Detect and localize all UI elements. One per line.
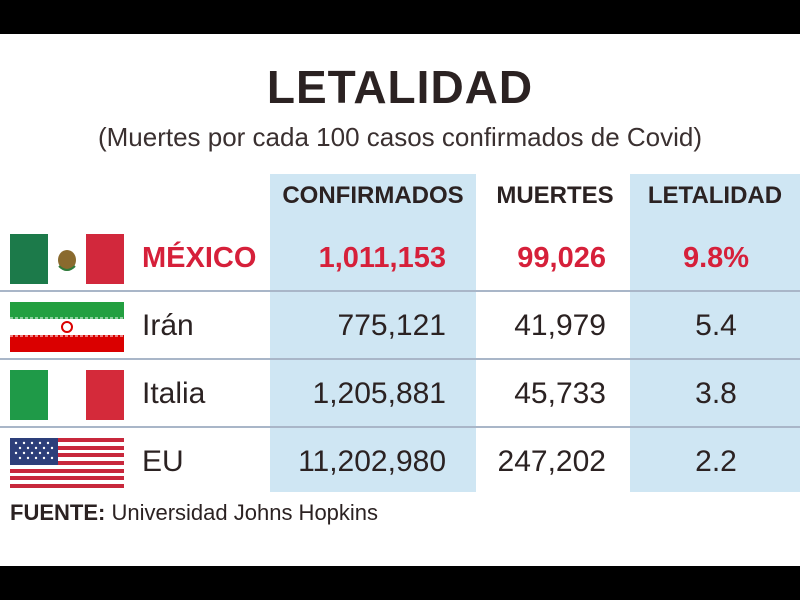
usa-flag-icon [10,438,124,488]
source-text: Universidad Johns Hopkins [111,500,379,525]
mexico-flag-icon [10,234,124,284]
confirmados-value: 1,205,881 [312,377,446,410]
confirmados-column-band [270,174,476,492]
infographic-panel: LETALIDAD (Muertes por cada 100 casos co… [0,34,800,566]
page-subtitle: (Muertes por cada 100 casos confirmados … [97,122,703,152]
header-letalidad: LETALIDAD [647,182,783,209]
country-name: Italia [142,377,206,410]
country-name: MÉXICO [142,242,257,274]
letalidad-column-band [630,174,800,492]
letalidad-value: 3.8 [695,377,737,410]
row-divider [0,426,800,428]
source-label: FUENTE: [10,500,106,525]
iran-flag-icon [10,302,124,352]
country-name: Irán [142,309,194,342]
letalidad-value: 2.2 [695,445,737,478]
country-name: EU [142,445,184,478]
table-row-mexico: MÉXICO 1,011,153 99,026 9.8% [0,226,800,290]
confirmados-value: 11,202,980 [298,445,446,478]
letalidad-value: 5.4 [695,309,737,342]
header-confirmados: CONFIRMADOS [282,182,464,209]
header-muertes: MUERTES [496,182,614,209]
muertes-value: 247,202 [497,445,606,478]
confirmados-value: 1,011,153 [318,242,446,274]
table-row-iran: Irán 775,121 41,979 5.4 [0,294,800,358]
muertes-value: 99,026 [517,242,606,274]
page-title: LETALIDAD [266,61,534,113]
muertes-value: 45,733 [514,377,606,410]
row-divider [0,290,800,292]
source-note: FUENTE: Universidad Johns Hopkins [10,500,378,526]
confirmados-value: 775,121 [337,309,446,342]
letalidad-value: 9.8% [682,242,750,274]
row-divider [0,358,800,360]
table-row-eu: EU 11,202,980 247,202 2.2 [0,430,800,494]
muertes-value: 41,979 [514,309,606,342]
italy-flag-icon [10,370,124,420]
table-row-italia: Italia 1,205,881 45,733 3.8 [0,362,800,426]
